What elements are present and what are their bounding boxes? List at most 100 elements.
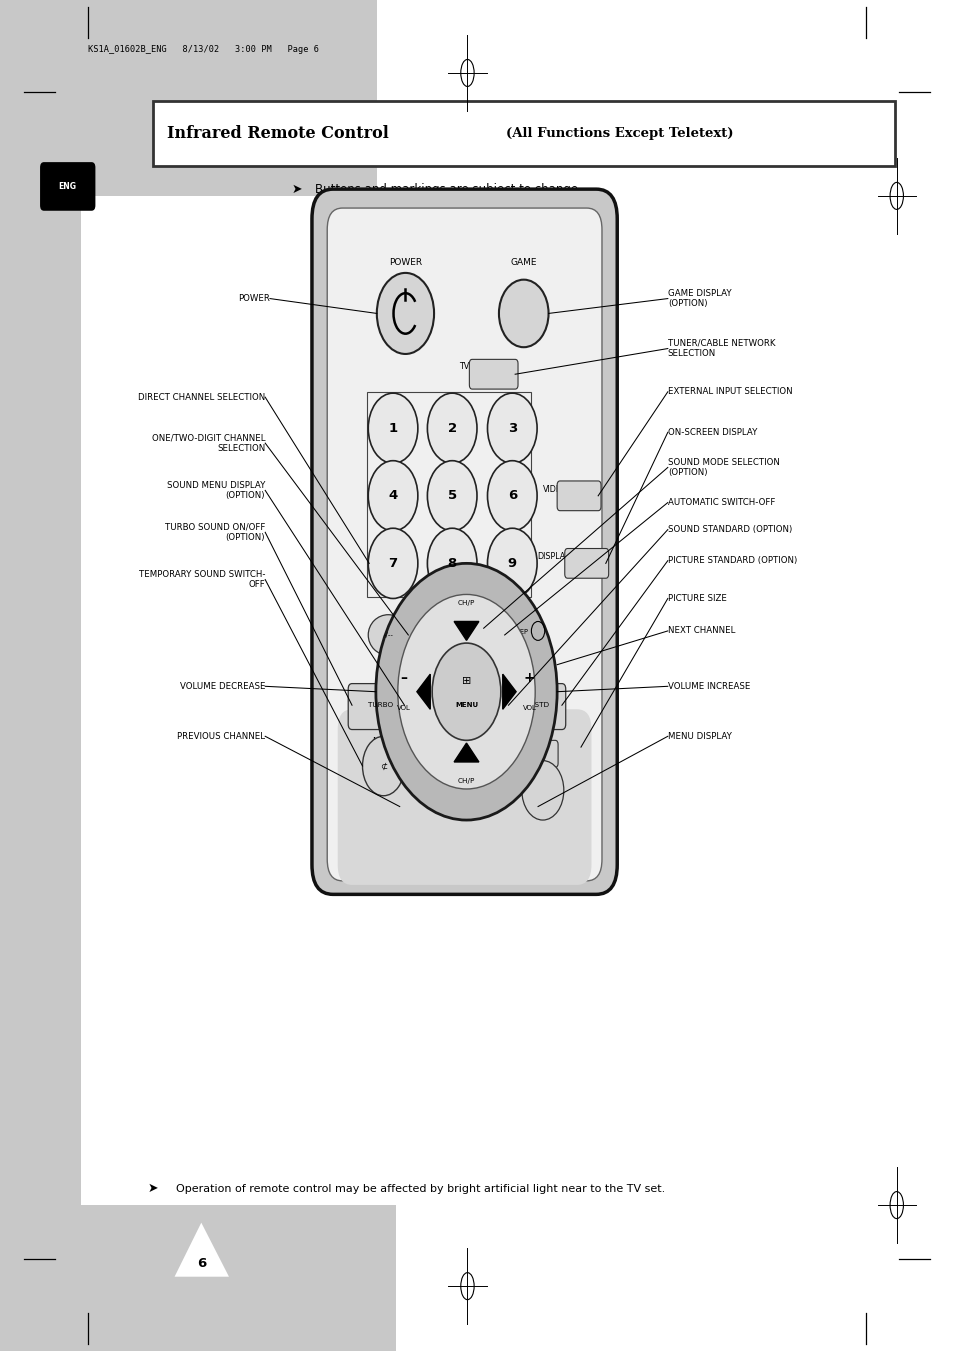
Text: MENU: MENU	[455, 703, 477, 708]
Text: SLEEP: SLEEP	[509, 630, 528, 635]
Polygon shape	[174, 1223, 229, 1277]
Circle shape	[368, 528, 417, 598]
Ellipse shape	[368, 615, 408, 655]
Text: VOLUME INCREASE: VOLUME INCREASE	[667, 682, 749, 690]
Circle shape	[375, 563, 557, 820]
Ellipse shape	[504, 615, 544, 655]
Text: CH/P: CH/P	[457, 600, 475, 605]
Text: (All Functions Except Teletext): (All Functions Except Teletext)	[505, 127, 732, 141]
Text: VOL: VOL	[522, 705, 536, 711]
FancyBboxPatch shape	[506, 684, 565, 730]
Text: 3: 3	[507, 422, 517, 435]
Text: S.STD: S.STD	[475, 703, 496, 708]
Text: ⊞: ⊞	[461, 676, 471, 686]
Text: GAME DISPLAY
(OPTION): GAME DISPLAY (OPTION)	[667, 289, 731, 308]
Text: –: –	[399, 671, 407, 685]
Text: 5: 5	[447, 489, 456, 503]
FancyBboxPatch shape	[81, 1205, 395, 1351]
Polygon shape	[454, 621, 478, 640]
Text: DISPLAY: DISPLAY	[537, 553, 569, 561]
Text: 2: 2	[447, 422, 456, 435]
Text: TUNER/CABLE NETWORK
SELECTION: TUNER/CABLE NETWORK SELECTION	[667, 339, 775, 358]
Text: ⊄: ⊄	[379, 762, 387, 770]
FancyBboxPatch shape	[327, 208, 601, 881]
Text: POWER: POWER	[238, 295, 270, 303]
Text: TURBO: TURBO	[368, 703, 393, 708]
Text: ON-SCREEN DISPLAY: ON-SCREEN DISPLAY	[667, 428, 757, 436]
Text: Operation of remote control may be affected by bright artificial light near to t: Operation of remote control may be affec…	[176, 1183, 665, 1194]
Text: CH/P: CH/P	[457, 778, 475, 784]
FancyBboxPatch shape	[312, 189, 617, 894]
Polygon shape	[454, 743, 478, 762]
Text: GAME: GAME	[510, 258, 537, 266]
Text: PICTURE STANDARD (OPTION): PICTURE STANDARD (OPTION)	[667, 557, 796, 565]
Text: MUTE: MUTE	[372, 738, 395, 746]
FancyBboxPatch shape	[337, 709, 591, 885]
FancyBboxPatch shape	[400, 684, 459, 730]
Text: PREVIOUS CHANNEL: PREVIOUS CHANNEL	[177, 732, 265, 740]
Text: I-II: I-II	[449, 635, 456, 640]
Text: 0: 0	[447, 628, 456, 642]
Text: P.STD: P.STD	[528, 703, 549, 708]
Text: PICTURE SIZE: PICTURE SIZE	[667, 594, 726, 603]
Text: MENU DISPLAY: MENU DISPLAY	[667, 732, 731, 740]
Polygon shape	[416, 674, 430, 709]
Text: ➤: ➤	[292, 182, 302, 196]
Text: -/--: -/--	[383, 632, 393, 638]
Text: TURBO SOUND ON/OFF
(OPTION): TURBO SOUND ON/OFF (OPTION)	[165, 523, 265, 542]
FancyBboxPatch shape	[40, 162, 95, 211]
Ellipse shape	[498, 280, 548, 347]
Text: POWER: POWER	[389, 258, 421, 266]
Text: VIDEO: VIDEO	[542, 485, 567, 493]
FancyBboxPatch shape	[453, 684, 512, 730]
FancyBboxPatch shape	[348, 684, 407, 730]
Text: P.SIZE: P.SIZE	[502, 738, 526, 746]
Circle shape	[427, 461, 476, 531]
Circle shape	[397, 594, 535, 789]
Text: S.MODE: S.MODE	[439, 619, 466, 624]
Circle shape	[427, 393, 476, 463]
Circle shape	[521, 761, 563, 820]
Circle shape	[487, 461, 537, 531]
Polygon shape	[502, 674, 516, 709]
Text: VOL: VOL	[396, 705, 410, 711]
Text: EXTERNAL INPUT SELECTION: EXTERNAL INPUT SELECTION	[667, 388, 792, 396]
Text: AUTOMATIC SWITCH-OFF: AUTOMATIC SWITCH-OFF	[667, 499, 775, 507]
Text: 7: 7	[388, 557, 397, 570]
FancyBboxPatch shape	[152, 101, 894, 166]
FancyBboxPatch shape	[557, 481, 600, 511]
Text: SOUND MENU DISPLAY
(OPTION): SOUND MENU DISPLAY (OPTION)	[167, 481, 265, 500]
FancyBboxPatch shape	[81, 0, 376, 196]
Circle shape	[427, 528, 476, 598]
Text: 4: 4	[388, 489, 397, 503]
Text: ➤: ➤	[148, 1182, 158, 1196]
Text: SOUND MODE SELECTION
(OPTION): SOUND MODE SELECTION (OPTION)	[667, 458, 779, 477]
Circle shape	[376, 273, 434, 354]
Text: 9: 9	[507, 557, 517, 570]
Text: TEMPORARY SOUND SWITCH-
OFF: TEMPORARY SOUND SWITCH- OFF	[138, 570, 265, 589]
Circle shape	[487, 528, 537, 598]
Text: 8: 8	[447, 557, 456, 570]
FancyBboxPatch shape	[0, 0, 81, 1351]
Text: 6: 6	[196, 1256, 206, 1270]
Text: SOUND STANDARD (OPTION): SOUND STANDARD (OPTION)	[667, 526, 791, 534]
Circle shape	[427, 600, 476, 670]
FancyBboxPatch shape	[469, 359, 517, 389]
Circle shape	[487, 393, 537, 463]
Text: VOLUME DECREASE: VOLUME DECREASE	[179, 682, 265, 690]
Circle shape	[362, 736, 404, 796]
Text: KS1A_01602B_ENG   8/13/02   3:00 PM   Page 6: KS1A_01602B_ENG 8/13/02 3:00 PM Page 6	[88, 46, 318, 54]
FancyBboxPatch shape	[499, 740, 558, 767]
Text: S.MENU: S.MENU	[418, 703, 447, 708]
Circle shape	[368, 461, 417, 531]
Text: +: +	[523, 671, 535, 685]
Circle shape	[368, 393, 417, 463]
Text: Buttons and markings are subject to change.: Buttons and markings are subject to chan…	[314, 182, 581, 196]
Text: ENG: ENG	[59, 182, 76, 190]
FancyBboxPatch shape	[564, 549, 608, 578]
Text: DIRECT CHANNEL SELECTION: DIRECT CHANNEL SELECTION	[138, 393, 265, 401]
Text: 1: 1	[388, 422, 397, 435]
Circle shape	[432, 643, 500, 740]
Text: TV: TV	[458, 362, 469, 370]
Text: Infrared Remote Control: Infrared Remote Control	[167, 126, 388, 142]
